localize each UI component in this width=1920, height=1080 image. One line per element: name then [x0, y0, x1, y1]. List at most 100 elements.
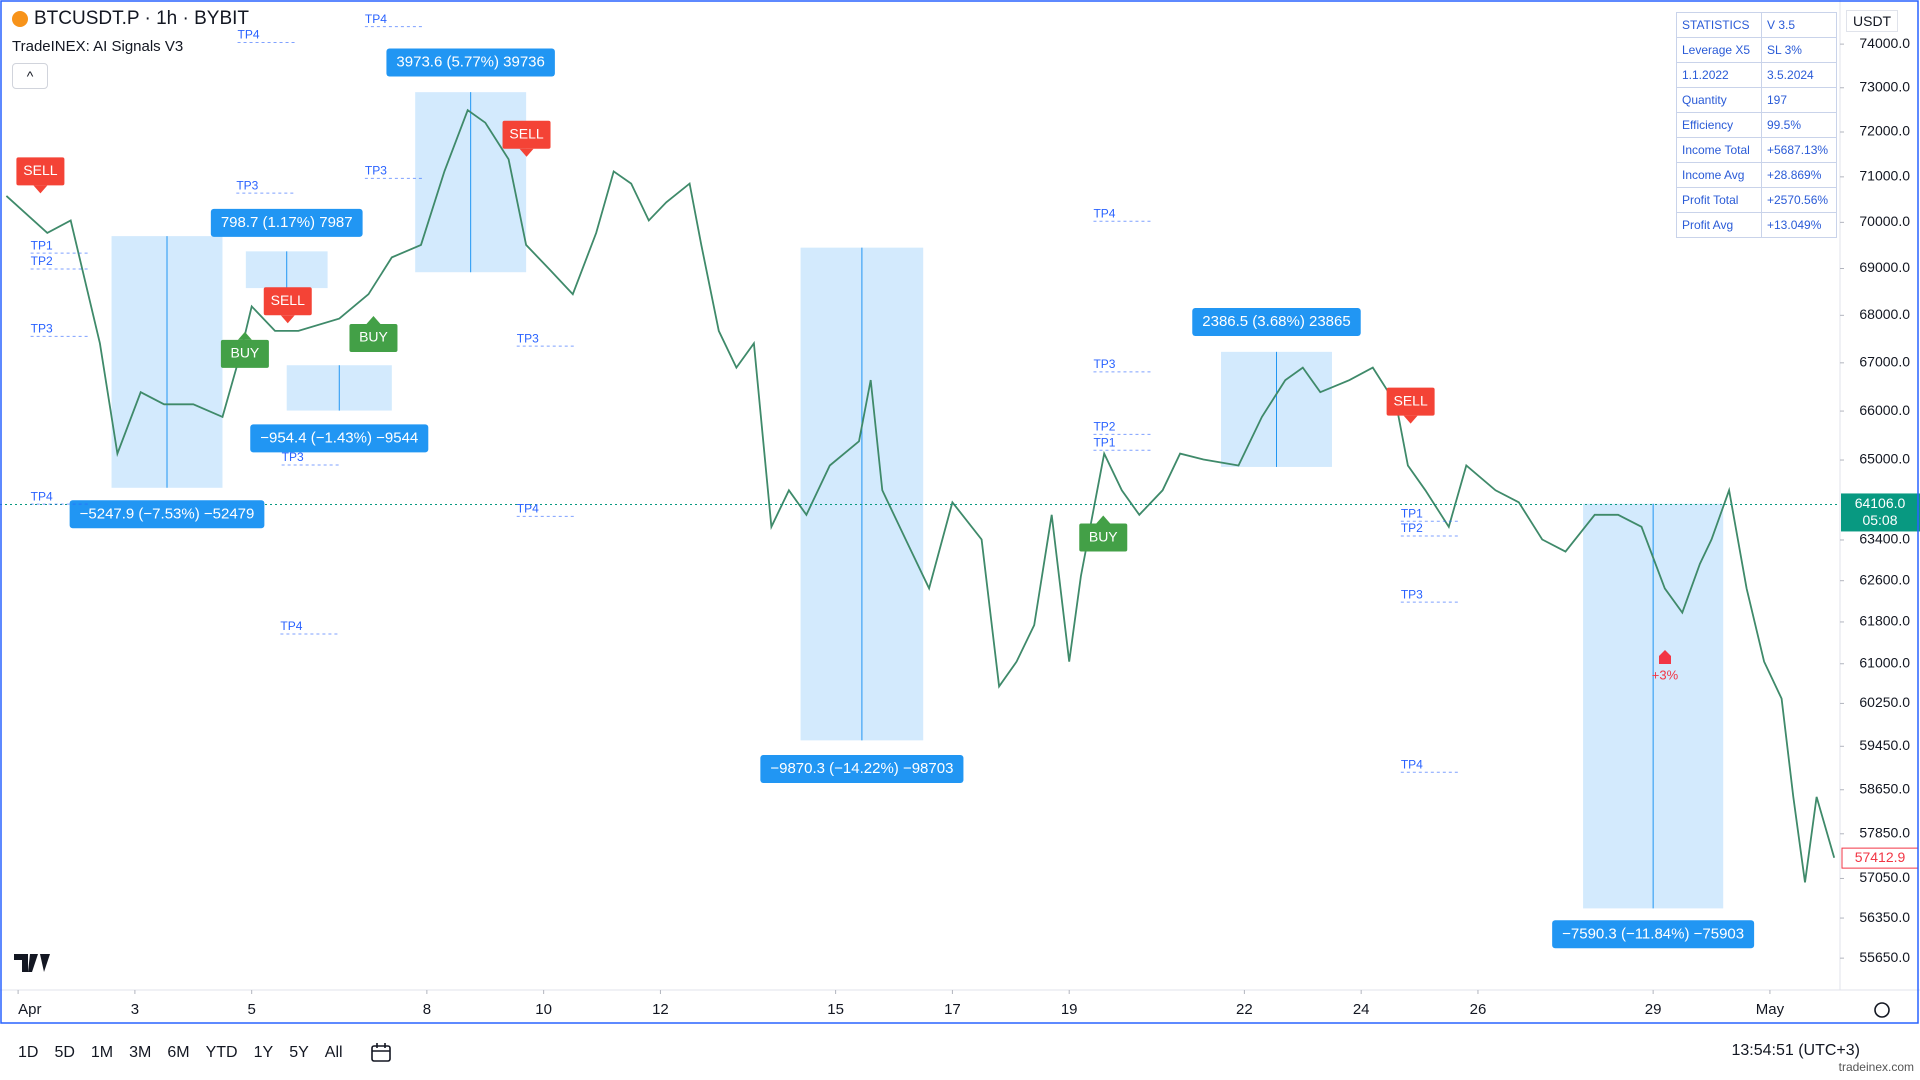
- trade-label-box: [1552, 920, 1755, 949]
- y-tick-label: 62600.0: [1859, 571, 1910, 587]
- y-tick-label: 69000.0: [1859, 259, 1910, 275]
- stat-row: Efficiency 99.5%: [1676, 112, 1837, 138]
- stat-cell: Efficiency: [1676, 112, 1762, 138]
- signal-label: SELL: [509, 125, 543, 141]
- trade-label-box: [386, 48, 555, 77]
- stat-row: Quantity 197: [1676, 87, 1837, 113]
- tp-label: TP3: [365, 164, 387, 178]
- signal-box: [16, 157, 65, 186]
- x-tick-label: 15: [827, 1001, 844, 1018]
- tp-label: TP1: [1093, 435, 1115, 449]
- range-button[interactable]: 1D: [18, 1044, 39, 1061]
- range-button[interactable]: 5D: [54, 1044, 75, 1061]
- range-button[interactable]: 3M: [129, 1044, 152, 1061]
- signal-label: SELL: [1393, 392, 1427, 408]
- watermark: tradeinex.com: [1838, 1060, 1914, 1074]
- stat-cell: 99.5%: [1761, 112, 1837, 138]
- stat-row: Income Total +5687.13%: [1676, 137, 1837, 163]
- stat-row: Profit Total +2570.56%: [1676, 187, 1837, 213]
- y-tick-label: 58650.0: [1859, 780, 1910, 796]
- trade-label: 798.7 (1.17%) 7987: [221, 214, 353, 231]
- trade-label-box: [760, 754, 964, 783]
- tv-logo: [14, 954, 50, 972]
- range-button[interactable]: 1Y: [253, 1044, 274, 1061]
- trade-label: −9870.3 (−14.22%) −98703: [770, 760, 953, 777]
- coin-icon: [12, 11, 28, 27]
- signal-pointer: [366, 315, 381, 324]
- y-tick-label: 66000.0: [1859, 402, 1910, 418]
- tp-label: TP4: [280, 619, 302, 633]
- y-tick-label: 55650.0: [1859, 949, 1910, 965]
- trade-label: 3973.6 (5.77%) 39736: [396, 53, 544, 70]
- stat-cell: Profit Avg: [1676, 212, 1762, 238]
- tp-label: TP1: [1401, 506, 1423, 520]
- tp-label: TP4: [517, 502, 539, 516]
- stop-marker: [1659, 650, 1671, 664]
- date-range-icon[interactable]: [369, 1041, 393, 1065]
- signal-box: [1386, 387, 1435, 416]
- signal-label: BUY: [1089, 528, 1118, 544]
- trade-label-box: [210, 208, 363, 237]
- signal-box: [263, 287, 312, 316]
- x-tick-label: 19: [1061, 1001, 1078, 1018]
- stat-cell: +5687.13%: [1761, 137, 1837, 163]
- range-button[interactable]: 1M: [90, 1044, 114, 1061]
- x-tick-label: 3: [131, 1001, 139, 1018]
- x-tick-label: 26: [1470, 1001, 1487, 1018]
- tp-label: TP3: [282, 450, 304, 464]
- tp-label: TP3: [1093, 357, 1115, 371]
- range-button[interactable]: YTD: [205, 1044, 238, 1061]
- bottom-toolbar: 1D 5D 1M 3M 6M YTD 1Y 5Y All 13:54:51 (UTC+3) tr…: [0, 1026, 1920, 1080]
- signal-label: BUY: [359, 329, 388, 345]
- y-tick-label: 61800.0: [1859, 613, 1910, 629]
- signal-label: BUY: [230, 345, 259, 361]
- stat-row: Leverage X5 SL 3%: [1676, 37, 1837, 63]
- stat-cell: Income Total: [1676, 137, 1762, 163]
- indicator-name[interactable]: TradeINEX: AI Signals V3: [12, 38, 184, 55]
- x-tick-label: Apr: [18, 1001, 41, 1018]
- stat-row: STATISTICS V 3.5: [1676, 12, 1837, 38]
- y-tick-label: 61000.0: [1859, 654, 1910, 670]
- y-tick-label: 57050.0: [1859, 869, 1910, 885]
- signal-box: [349, 323, 398, 352]
- x-tick-label: 17: [944, 1001, 961, 1018]
- y-tick-label: 60250.0: [1859, 694, 1910, 710]
- tp-label: TP2: [1093, 420, 1115, 434]
- signal-label: SELL: [23, 162, 57, 178]
- signal-pointer: [33, 185, 48, 194]
- x-tick-label: 5: [248, 1001, 256, 1018]
- y-tick-label: 63400.0: [1859, 531, 1910, 547]
- range-button[interactable]: All: [324, 1044, 343, 1061]
- stat-row: Income Avg +28.869%: [1676, 162, 1837, 188]
- tp-label: TP4: [31, 489, 53, 503]
- range-buttons: 1D 5D 1M 3M 6M YTD 1Y 5Y All: [10, 1044, 351, 1062]
- y-tick-label: 59450.0: [1859, 737, 1910, 753]
- y-tick-label: 72000.0: [1859, 123, 1910, 139]
- collapse-button[interactable]: ^: [12, 63, 48, 89]
- symbol[interactable]: BTCUSDT.P · 1h · BYBIT: [12, 8, 249, 30]
- x-tick-label: 10: [535, 1001, 552, 1018]
- price-tag: [1841, 493, 1920, 532]
- range-button[interactable]: 5Y: [289, 1044, 309, 1061]
- stat-cell: +13.049%: [1761, 212, 1837, 238]
- range-button[interactable]: 6M: [167, 1044, 190, 1061]
- signal-pointer: [1403, 415, 1418, 424]
- statistics-table: STATISTICS V 3.5 Leverage X5 SL 3% 1.1.2022 3…: [1676, 12, 1837, 238]
- stat-cell: 3.5.2024: [1761, 62, 1837, 88]
- price-tag-label: 64106.0: [1855, 495, 1906, 511]
- signal-pointer: [237, 331, 252, 340]
- price-tag-time: 05:08: [1862, 512, 1897, 528]
- stat-cell: SL 3%: [1761, 37, 1837, 63]
- trade-label-box: [1192, 308, 1361, 337]
- trade-label-box: [69, 500, 265, 529]
- tp-label: TP2: [1401, 521, 1423, 535]
- currency[interactable]: USDT: [1846, 10, 1899, 32]
- y-tick-label: 56350.0: [1859, 909, 1910, 925]
- tp-label: TP4: [1401, 757, 1423, 771]
- annotation: +3%: [1652, 667, 1679, 682]
- tp-label: TP2: [31, 254, 53, 268]
- trade-label: −5247.9 (−7.53%) −52479: [80, 505, 255, 522]
- clock[interactable]: 13:54:51 (UTC+3): [1731, 1042, 1860, 1059]
